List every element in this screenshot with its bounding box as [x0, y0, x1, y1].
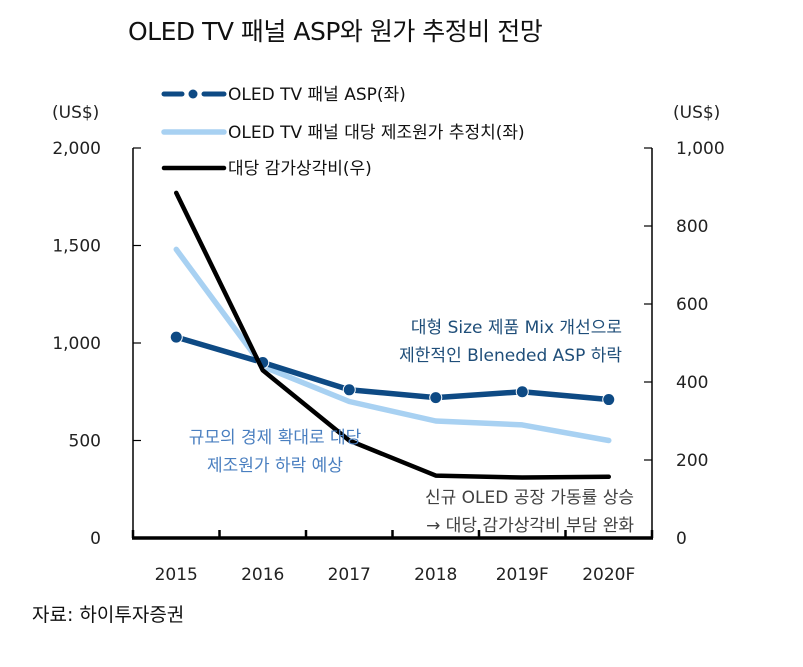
annotation-cost: 규모의 경제 확대로 대당 — [189, 428, 362, 448]
series-marker — [603, 394, 615, 406]
chart-title: OLED TV 패널 ASP와 원가 추정비 전망 — [128, 17, 543, 46]
x-axis-tick-label: 2018 — [414, 565, 457, 585]
right-axis-tick-label: 200 — [676, 451, 708, 471]
series-0 — [169, 330, 616, 407]
series-line — [174, 190, 611, 480]
series-line — [173, 334, 612, 403]
left-axis-tick-label: 0 — [90, 529, 101, 549]
left-axis-tick-label: 500 — [69, 432, 101, 452]
left-axis-tick-label: 1,000 — [52, 334, 101, 354]
x-axis-tick-label: 2020F — [582, 565, 635, 585]
annotation-asp: 제한적인 Bleneded ASP 하락 — [399, 346, 622, 366]
series-marker — [170, 331, 182, 343]
series-1 — [173, 246, 612, 444]
series-marker — [516, 386, 528, 398]
left-axis-unit: (US$) — [52, 103, 99, 123]
right-axis-tick-label: 800 — [676, 217, 708, 237]
series-line — [173, 246, 612, 444]
annotation-cost: 제조원가 하락 예상 — [207, 456, 343, 476]
left-axis-tick-label: 2,000 — [52, 139, 101, 159]
legend: OLED TV 패널 ASP(좌) OLED TV 패널 대당 제조원가 추정치(… — [161, 85, 525, 179]
legend-label: 대당 감가상각비(우) — [228, 159, 372, 179]
right-axis-tick-label: 600 — [676, 295, 708, 315]
legend-label: OLED TV 패널 ASP(좌) — [228, 85, 406, 105]
series-2 — [174, 190, 611, 480]
legend-marker — [188, 89, 198, 99]
legend-item: OLED TV 패널 ASP(좌) — [161, 85, 406, 105]
legend-label: OLED TV 패널 대당 제조원가 추정치(좌) — [228, 123, 525, 143]
right-axis-tick-label: 0 — [676, 529, 687, 549]
right-axis-tick-label: 1,000 — [676, 139, 725, 159]
axes: 0 500 1,000 1,500 2,000 (US$) 0 200 400 600 800 1,0… — [52, 103, 725, 585]
left-axis-tick-label: 1,500 — [52, 237, 101, 257]
legend-item: 대당 감가상각비(우) — [161, 159, 372, 179]
x-axis-tick-label: 2019F — [496, 565, 549, 585]
x-axis-tick-label: 2016 — [241, 565, 284, 585]
series-marker — [430, 392, 442, 404]
annotation-dep: → 대당 감가상각비 부담 완화 — [426, 516, 634, 536]
x-axis-tick-label: 2017 — [328, 565, 371, 585]
series-marker — [343, 384, 355, 396]
series-layer — [169, 190, 616, 480]
annotation-asp: 대형 Size 제품 Mix 개선으로 — [411, 318, 622, 338]
source-note: 자료: 하이투자증권 — [32, 604, 185, 626]
right-axis-unit: (US$) — [673, 103, 720, 123]
right-axis-tick-label: 400 — [676, 373, 708, 393]
annotation-dep: 신규 OLED 공장 가동률 상승 — [425, 488, 634, 508]
legend-item: OLED TV 패널 대당 제조원가 추정치(좌) — [161, 123, 525, 143]
x-axis-tick-label: 2015 — [155, 565, 198, 585]
